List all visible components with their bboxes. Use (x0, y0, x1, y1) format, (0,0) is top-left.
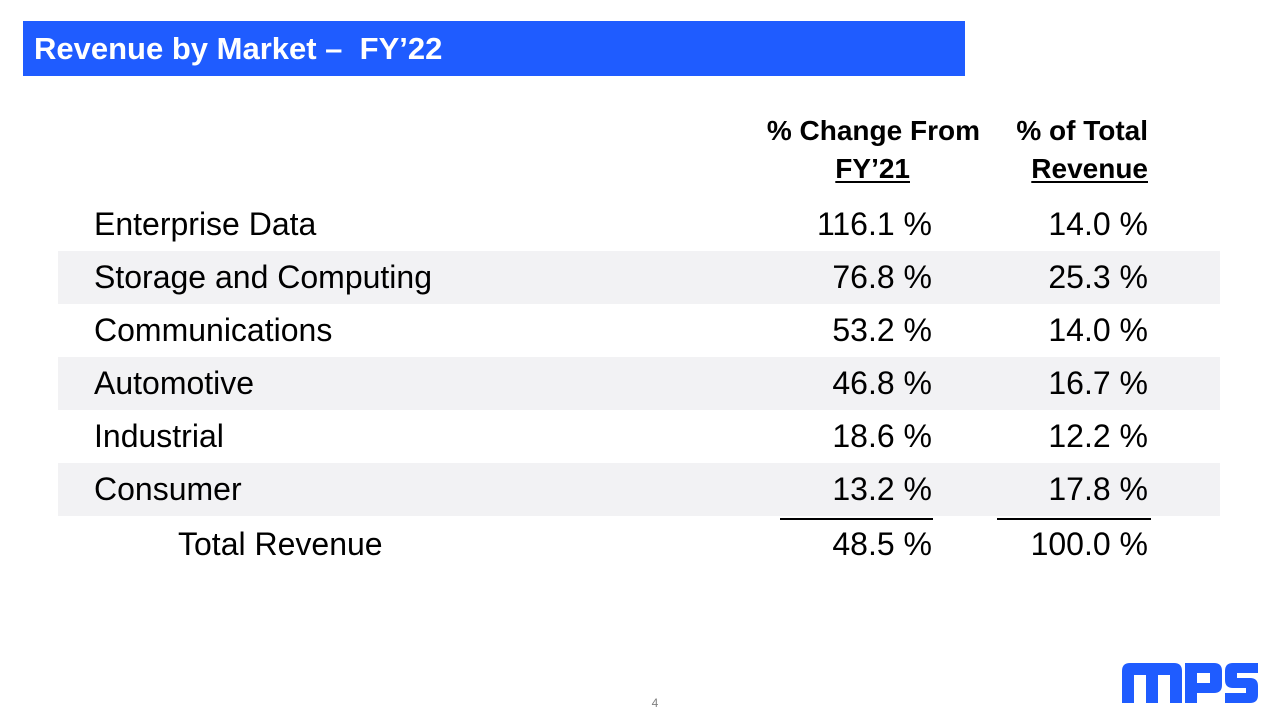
percent-change-value: 53.2 % (832, 312, 932, 348)
percent-total-value: 16.7 % (1048, 365, 1148, 401)
table-row-enterprise-data: Enterprise Data 116.1 % 14.0 % (58, 198, 1220, 251)
table-row-storage-computing: Storage and Computing 76.8 % 25.3 % (58, 251, 1220, 304)
percent-change-value: 18.6 % (832, 418, 932, 454)
total-percent-change-value: 48.5 % (832, 526, 932, 562)
percent-total-value: 25.3 % (1048, 259, 1148, 295)
page-number: 4 (651, 696, 659, 710)
market-label: Consumer (94, 471, 242, 507)
header-percent-total: % of Total Revenue (990, 112, 1148, 188)
table-row-consumer: Consumer 13.2 % 17.8 % (58, 463, 1220, 516)
percent-change-value: 46.8 % (832, 365, 932, 401)
header-percent-change: % Change From FY’21 (728, 112, 980, 188)
table-row-total-revenue: Total Revenue 48.5 % 100.0 % (58, 516, 1220, 572)
table-row-industrial: Industrial 18.6 % 12.2 % (58, 410, 1220, 463)
table-row-communications: Communications 53.2 % 14.0 % (58, 304, 1220, 357)
total-label: Total Revenue (178, 526, 383, 562)
percent-total-value: 14.0 % (1048, 206, 1148, 242)
slide-title: Revenue by Market – FY’22 (23, 21, 965, 76)
percent-change-value: 116.1 % (816, 206, 932, 242)
percent-total-value: 14.0 % (1048, 312, 1148, 348)
market-label: Enterprise Data (94, 206, 317, 242)
percent-change-value: 13.2 % (832, 471, 932, 507)
mps-logo (1122, 663, 1258, 703)
total-divider-change (780, 518, 933, 520)
percent-total-value: 17.8 % (1048, 471, 1148, 507)
market-label: Automotive (94, 365, 255, 401)
percent-change-value: 76.8 % (832, 259, 932, 295)
total-divider-share (997, 518, 1151, 520)
table-row-automotive: Automotive 46.8 % 16.7 % (58, 357, 1220, 410)
percent-total-value: 12.2 % (1048, 418, 1148, 454)
header-percent-total-line2: Revenue (1031, 153, 1148, 184)
header-percent-change-line1: % Change From (766, 115, 980, 146)
revenue-table: Enterprise Data 116.1 % 14.0 % Storage a… (58, 198, 1220, 572)
market-label: Communications (94, 312, 333, 348)
header-percent-total-line1: % of Total (1016, 115, 1148, 146)
header-percent-change-line2: FY’21 (835, 153, 910, 184)
market-label: Storage and Computing (94, 259, 432, 295)
total-percent-total-value: 100.0 % (1030, 526, 1148, 562)
market-label: Industrial (94, 418, 224, 454)
